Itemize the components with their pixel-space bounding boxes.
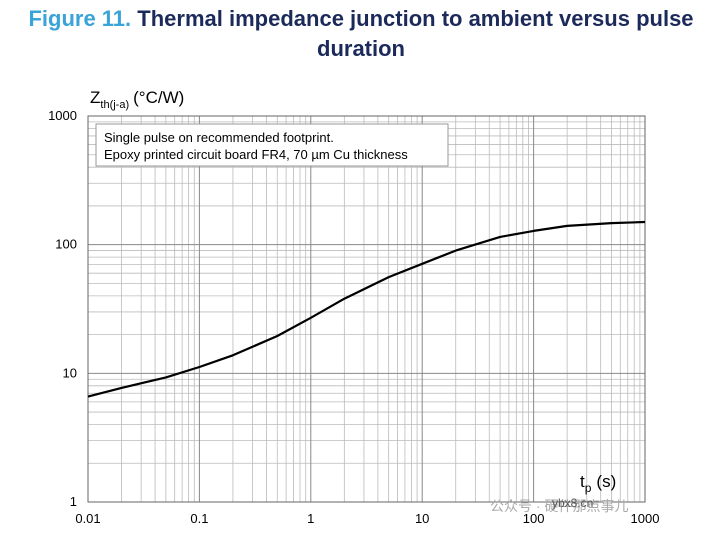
watermark: 公众号 · 硬件那点事儿 xyxy=(490,498,628,514)
x-label-subscript: p xyxy=(585,481,592,495)
title-text: Thermal impedance junction to ambient ve… xyxy=(137,6,694,61)
data-line xyxy=(87,220,646,398)
watermark: ybx8.cn xyxy=(552,496,593,510)
y-label-unit: (°C/W) xyxy=(133,88,184,107)
x-tick-label: 10 xyxy=(415,511,429,526)
y-tick-label: 1000 xyxy=(48,108,77,123)
x-tick-label: 1 xyxy=(307,511,314,526)
y-tick-label: 100 xyxy=(55,237,77,252)
annotation-line: Single pulse on recommended footprint. xyxy=(104,130,334,145)
y-label-symbol: Z xyxy=(90,88,100,107)
annotation-line: Epoxy printed circuit board FR4, 70 µm C… xyxy=(104,147,408,162)
x-tick-label: 1000 xyxy=(631,511,660,526)
y-tick-label: 1 xyxy=(70,494,77,509)
y-tick-label: 10 xyxy=(63,365,77,380)
annotation-box xyxy=(95,123,449,167)
x-tick-label: 0.1 xyxy=(190,511,208,526)
x-label-symbol: t xyxy=(580,472,585,491)
plot-frame xyxy=(87,115,646,503)
figure-label: Figure 11. xyxy=(28,6,132,31)
x-axis-label: tp (s) xyxy=(580,472,616,495)
y-axis-label: Zth(j-a) (°C/W) xyxy=(90,88,184,111)
x-tick-label: 0.01 xyxy=(75,511,100,526)
grid xyxy=(87,115,646,503)
x-tick-label: 100 xyxy=(523,511,545,526)
chart-title: Figure 11. Thermal impedance junction to… xyxy=(8,4,714,64)
y-label-subscript: th(j-a) xyxy=(100,99,129,111)
x-label-unit: (s) xyxy=(596,472,616,491)
